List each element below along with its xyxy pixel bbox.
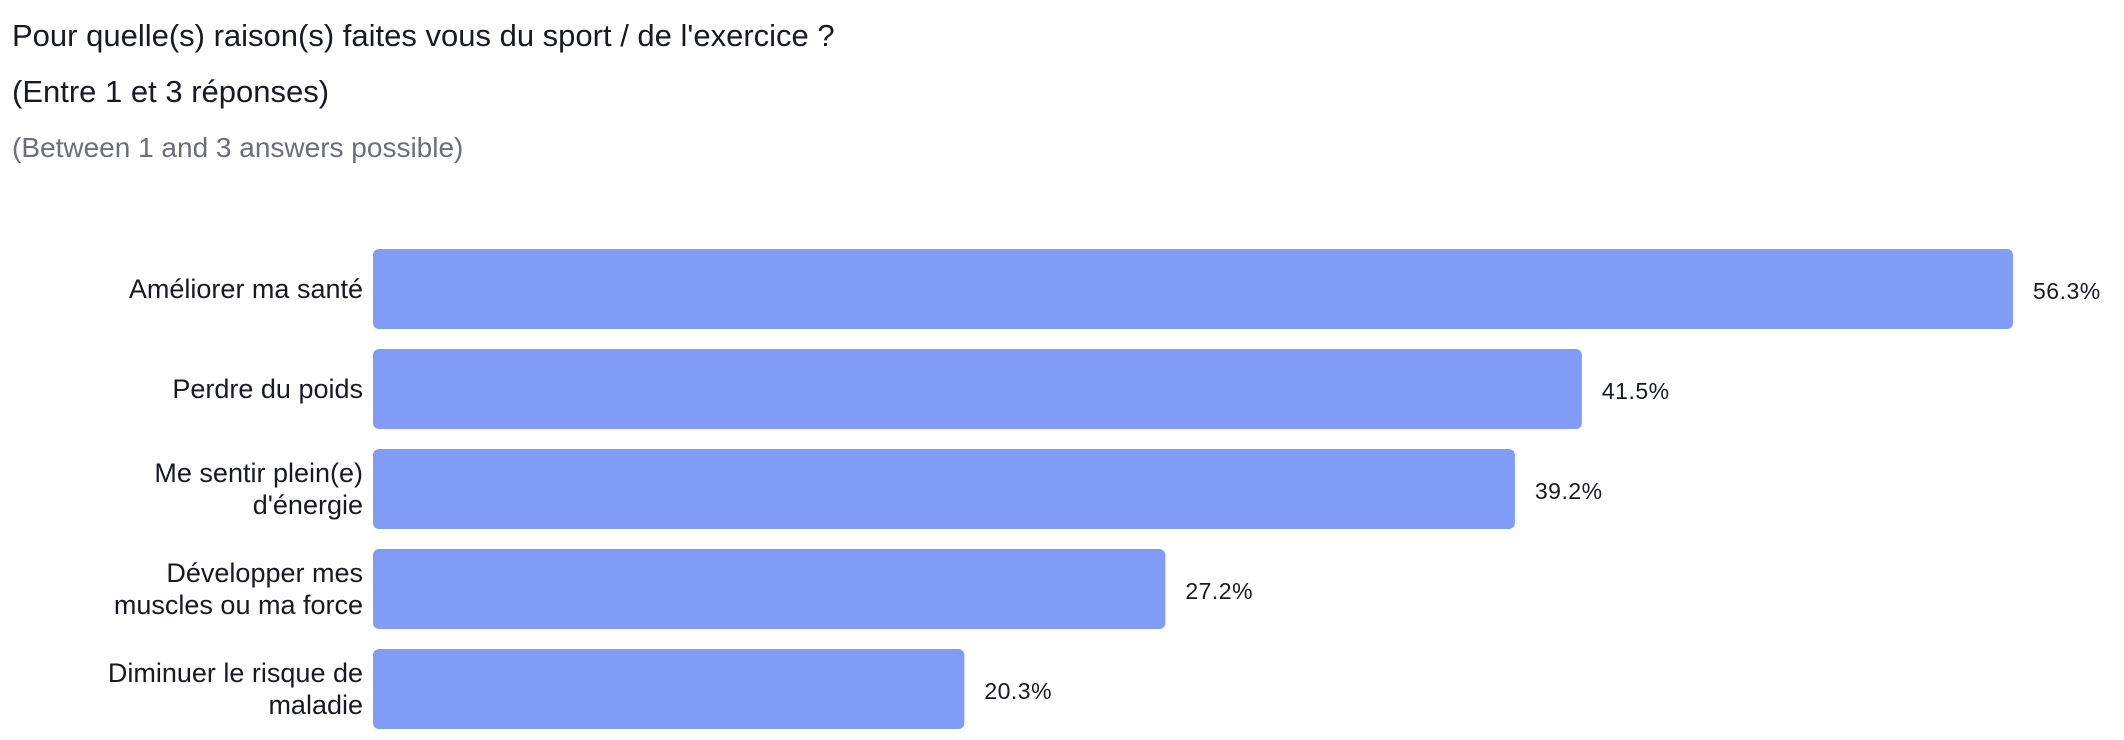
category-label: Me sentir plein(e) d'énergie bbox=[154, 458, 363, 520]
value-label: 27.2% bbox=[1185, 578, 1253, 604]
category-label: Diminuer le risque de maladie bbox=[108, 658, 363, 720]
bar bbox=[373, 549, 1166, 629]
bar-row: Améliorer ma santé 56.3% bbox=[129, 249, 2101, 329]
bar bbox=[373, 649, 965, 729]
category-label-line: maladie bbox=[268, 690, 363, 720]
value-label: 20.3% bbox=[984, 678, 1052, 704]
category-label: Développer mes muscles ou ma force bbox=[114, 558, 363, 620]
category-label-line: Perdre du poids bbox=[172, 374, 363, 404]
bar-row: Perdre du poids 41.5% bbox=[172, 349, 1669, 429]
bar-row: Me sentir plein(e) d'énergie 39.2% bbox=[154, 449, 1602, 529]
value-label: 56.3% bbox=[2033, 278, 2101, 304]
chart-title-line-1: Pour quelle(s) raison(s) faites vous du … bbox=[12, 18, 835, 53]
category-label-line: Améliorer ma santé bbox=[129, 274, 363, 304]
bar bbox=[373, 449, 1515, 529]
value-label: 41.5% bbox=[1602, 378, 1670, 404]
category-label-line: Développer mes bbox=[166, 558, 363, 588]
chart-title-block: Pour quelle(s) raison(s) faites vous du … bbox=[12, 8, 2092, 176]
category-label-line: Diminuer le risque de bbox=[108, 658, 363, 688]
category-label: Perdre du poids bbox=[172, 374, 363, 404]
category-label: Améliorer ma santé bbox=[129, 274, 363, 304]
chart-subtitle: (Between 1 and 3 answers possible) bbox=[12, 132, 464, 163]
category-label-line: Me sentir plein(e) bbox=[154, 458, 363, 488]
chart-title-line-2: (Entre 1 et 3 réponses) bbox=[12, 74, 330, 109]
bar-row: Diminuer le risque de maladie 20.3% bbox=[108, 649, 1052, 729]
bar bbox=[373, 249, 2013, 329]
category-label-line: muscles ou ma force bbox=[114, 590, 363, 620]
bar bbox=[373, 349, 1582, 429]
bar-row: Développer mes muscles ou ma force 27.2% bbox=[114, 549, 1253, 629]
value-label: 39.2% bbox=[1535, 478, 1603, 504]
category-label-line: d'énergie bbox=[253, 490, 363, 520]
